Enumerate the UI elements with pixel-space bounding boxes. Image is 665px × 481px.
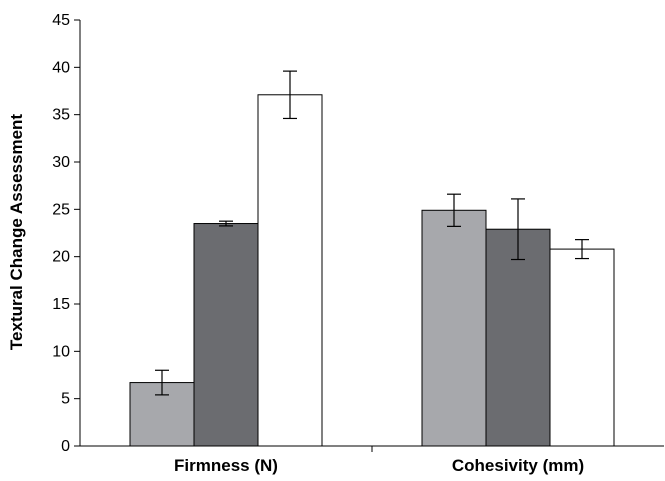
x-category-label: Firmness (N) (174, 456, 278, 475)
y-tick-label: 5 (61, 391, 70, 408)
x-axis: Firmness (N) Cohesivity (mm) (80, 445, 664, 475)
y-tick-label: 0 (61, 438, 70, 455)
bar (193, 223, 259, 447)
y-axis-title: Textural Change Assessment (7, 114, 26, 351)
error-bars (155, 70, 589, 396)
y-tick-label: 20 (52, 249, 70, 266)
y-tick-label: 25 (52, 201, 70, 218)
y-tick-label: 45 (52, 12, 70, 29)
y-tick-label: 15 (52, 296, 70, 313)
bar (549, 248, 615, 447)
y-tick-label: 10 (52, 343, 70, 360)
y-axis: 0 5 10 15 20 25 30 35 40 45 (52, 12, 81, 455)
y-tick-label: 40 (52, 59, 70, 76)
bar (257, 94, 323, 447)
bars (129, 94, 615, 447)
bar (421, 209, 487, 447)
bar (485, 228, 551, 447)
y-tick-label: 30 (52, 154, 70, 171)
y-tick-label: 35 (52, 107, 70, 124)
x-category-label: Cohesivity (mm) (452, 456, 584, 475)
